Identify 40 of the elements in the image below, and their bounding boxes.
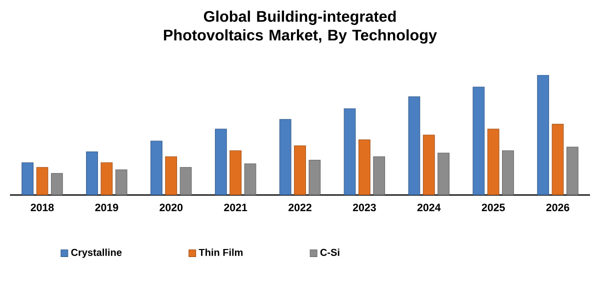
bar — [566, 146, 578, 195]
legend-label: Crystalline — [71, 248, 122, 258]
x-tick-label: 2023 — [352, 204, 376, 212]
bar — [22, 162, 34, 195]
bar — [86, 152, 98, 195]
legend-label: Thin Film — [198, 248, 243, 256]
bar — [422, 134, 435, 195]
bar — [502, 150, 514, 195]
bar — [308, 160, 321, 195]
x-tick-label: 2019 — [95, 204, 118, 212]
bar — [487, 128, 500, 195]
bar — [408, 96, 420, 195]
bar — [438, 152, 450, 195]
bar — [165, 156, 178, 195]
bar — [344, 108, 356, 195]
bar — [537, 74, 550, 195]
x-tick-label: 2020 — [160, 204, 183, 212]
bar — [472, 86, 485, 195]
x-tick-label: 2026 — [546, 204, 570, 212]
x-tick-label: 2022 — [288, 204, 312, 212]
bar — [150, 140, 162, 195]
bar — [294, 146, 306, 195]
bar — [36, 167, 48, 195]
bar — [552, 124, 564, 195]
bar — [50, 173, 63, 195]
bar — [100, 162, 113, 195]
legend-label: C-Si — [320, 248, 340, 256]
bar — [214, 128, 227, 195]
bar — [244, 164, 256, 195]
x-tick-label: 2021 — [224, 204, 248, 212]
x-tick-label: 2025 — [482, 204, 505, 212]
bar — [115, 170, 128, 195]
x-tick-label: 2024 — [417, 204, 441, 212]
bar — [358, 140, 370, 195]
bar — [230, 150, 242, 195]
bar — [180, 167, 192, 195]
x-tick-label: 2018 — [30, 204, 54, 212]
bar — [279, 119, 292, 195]
chart-title: Global Building-integrated Photovoltaics Market, By Technology — [164, 10, 437, 44]
bar — [373, 156, 386, 195]
